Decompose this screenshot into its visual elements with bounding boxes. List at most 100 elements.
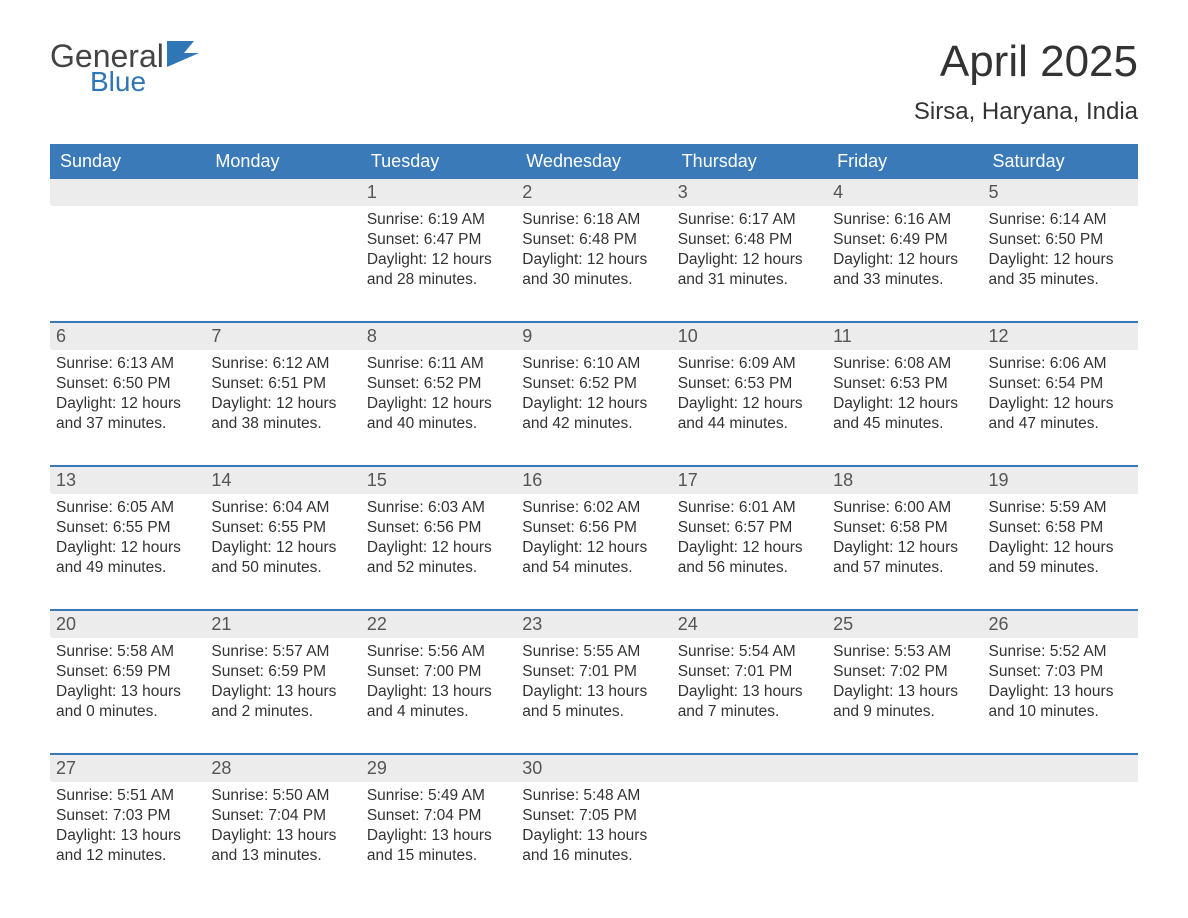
sunrise-text: Sunrise: 5:50 AM bbox=[211, 786, 354, 806]
day-number: 20 bbox=[50, 611, 205, 638]
day-number: 23 bbox=[516, 611, 671, 638]
sunrise-text: Sunrise: 6:01 AM bbox=[678, 498, 821, 518]
day-number: 28 bbox=[205, 755, 360, 782]
sunset-text: Sunset: 7:05 PM bbox=[522, 806, 665, 826]
day-number: 27 bbox=[50, 755, 205, 782]
daylight-text: Daylight: 13 hours and 12 minutes. bbox=[56, 826, 199, 866]
day-number bbox=[827, 755, 982, 782]
daylight-text: Daylight: 13 hours and 0 minutes. bbox=[56, 682, 199, 722]
calendar-page: General Blue April 2025 Sirsa, Haryana, … bbox=[0, 0, 1188, 903]
sunrise-text: Sunrise: 6:05 AM bbox=[56, 498, 199, 518]
sunset-text: Sunset: 7:02 PM bbox=[833, 662, 976, 682]
sunrise-text: Sunrise: 6:11 AM bbox=[367, 354, 510, 374]
day-number: 10 bbox=[672, 323, 827, 350]
day-details: Sunrise: 6:06 AMSunset: 6:54 PMDaylight:… bbox=[983, 350, 1138, 439]
calendar-day-empty bbox=[983, 755, 1138, 873]
calendar-week: 6Sunrise: 6:13 AMSunset: 6:50 PMDaylight… bbox=[50, 321, 1138, 441]
day-number: 25 bbox=[827, 611, 982, 638]
calendar-day-empty bbox=[672, 755, 827, 873]
day-number: 19 bbox=[983, 467, 1138, 494]
calendar-day: 2Sunrise: 6:18 AMSunset: 6:48 PMDaylight… bbox=[516, 179, 671, 297]
day-details: Sunrise: 6:17 AMSunset: 6:48 PMDaylight:… bbox=[672, 206, 827, 295]
calendar-day: 13Sunrise: 6:05 AMSunset: 6:55 PMDayligh… bbox=[50, 467, 205, 585]
sunset-text: Sunset: 6:50 PM bbox=[56, 374, 199, 394]
sunrise-text: Sunrise: 6:09 AM bbox=[678, 354, 821, 374]
daylight-text: Daylight: 13 hours and 15 minutes. bbox=[367, 826, 510, 866]
sunrise-text: Sunrise: 6:06 AM bbox=[989, 354, 1132, 374]
sunrise-text: Sunrise: 6:04 AM bbox=[211, 498, 354, 518]
day-number: 18 bbox=[827, 467, 982, 494]
sunset-text: Sunset: 6:54 PM bbox=[989, 374, 1132, 394]
day-number: 2 bbox=[516, 179, 671, 206]
weekday-header: Friday bbox=[827, 144, 982, 179]
daylight-text: Daylight: 12 hours and 42 minutes. bbox=[522, 394, 665, 434]
weekday-header: Sunday bbox=[50, 144, 205, 179]
daylight-text: Daylight: 12 hours and 52 minutes. bbox=[367, 538, 510, 578]
day-number bbox=[983, 755, 1138, 782]
daylight-text: Daylight: 12 hours and 59 minutes. bbox=[989, 538, 1132, 578]
daylight-text: Daylight: 12 hours and 57 minutes. bbox=[833, 538, 976, 578]
day-details: Sunrise: 6:03 AMSunset: 6:56 PMDaylight:… bbox=[361, 494, 516, 583]
location-subtitle: Sirsa, Haryana, India bbox=[914, 98, 1138, 126]
sunset-text: Sunset: 6:48 PM bbox=[522, 230, 665, 250]
daylight-text: Daylight: 12 hours and 49 minutes. bbox=[56, 538, 199, 578]
day-details: Sunrise: 5:59 AMSunset: 6:58 PMDaylight:… bbox=[983, 494, 1138, 583]
logo-text: General Blue bbox=[50, 40, 164, 96]
day-number: 29 bbox=[361, 755, 516, 782]
sunrise-text: Sunrise: 6:16 AM bbox=[833, 210, 976, 230]
sunrise-text: Sunrise: 6:00 AM bbox=[833, 498, 976, 518]
daylight-text: Daylight: 13 hours and 2 minutes. bbox=[211, 682, 354, 722]
daylight-text: Daylight: 12 hours and 35 minutes. bbox=[989, 250, 1132, 290]
sunset-text: Sunset: 6:58 PM bbox=[989, 518, 1132, 538]
sunrise-text: Sunrise: 6:17 AM bbox=[678, 210, 821, 230]
daylight-text: Daylight: 12 hours and 40 minutes. bbox=[367, 394, 510, 434]
day-number: 1 bbox=[361, 179, 516, 206]
calendar-day: 8Sunrise: 6:11 AMSunset: 6:52 PMDaylight… bbox=[361, 323, 516, 441]
day-details: Sunrise: 5:51 AMSunset: 7:03 PMDaylight:… bbox=[50, 782, 205, 871]
day-details: Sunrise: 6:13 AMSunset: 6:50 PMDaylight:… bbox=[50, 350, 205, 439]
daylight-text: Daylight: 12 hours and 54 minutes. bbox=[522, 538, 665, 578]
calendar-day: 24Sunrise: 5:54 AMSunset: 7:01 PMDayligh… bbox=[672, 611, 827, 729]
daylight-text: Daylight: 13 hours and 13 minutes. bbox=[211, 826, 354, 866]
day-number: 3 bbox=[672, 179, 827, 206]
day-details: Sunrise: 5:54 AMSunset: 7:01 PMDaylight:… bbox=[672, 638, 827, 727]
calendar-day: 29Sunrise: 5:49 AMSunset: 7:04 PMDayligh… bbox=[361, 755, 516, 873]
sunrise-text: Sunrise: 5:55 AM bbox=[522, 642, 665, 662]
daylight-text: Daylight: 13 hours and 16 minutes. bbox=[522, 826, 665, 866]
title-block: April 2025 Sirsa, Haryana, India bbox=[914, 40, 1138, 126]
sunset-text: Sunset: 6:52 PM bbox=[367, 374, 510, 394]
calendar-day: 20Sunrise: 5:58 AMSunset: 6:59 PMDayligh… bbox=[50, 611, 205, 729]
sunrise-text: Sunrise: 5:59 AM bbox=[989, 498, 1132, 518]
day-details: Sunrise: 5:52 AMSunset: 7:03 PMDaylight:… bbox=[983, 638, 1138, 727]
calendar-day: 23Sunrise: 5:55 AMSunset: 7:01 PMDayligh… bbox=[516, 611, 671, 729]
daylight-text: Daylight: 12 hours and 50 minutes. bbox=[211, 538, 354, 578]
sunrise-text: Sunrise: 5:54 AM bbox=[678, 642, 821, 662]
calendar-week: 13Sunrise: 6:05 AMSunset: 6:55 PMDayligh… bbox=[50, 465, 1138, 585]
day-number: 6 bbox=[50, 323, 205, 350]
sunset-text: Sunset: 6:49 PM bbox=[833, 230, 976, 250]
sunset-text: Sunset: 6:57 PM bbox=[678, 518, 821, 538]
sunrise-text: Sunrise: 6:10 AM bbox=[522, 354, 665, 374]
day-number: 7 bbox=[205, 323, 360, 350]
sunset-text: Sunset: 6:51 PM bbox=[211, 374, 354, 394]
sunset-text: Sunset: 7:01 PM bbox=[678, 662, 821, 682]
header: General Blue April 2025 Sirsa, Haryana, … bbox=[50, 40, 1138, 126]
calendar-day: 14Sunrise: 6:04 AMSunset: 6:55 PMDayligh… bbox=[205, 467, 360, 585]
calendar-day: 26Sunrise: 5:52 AMSunset: 7:03 PMDayligh… bbox=[983, 611, 1138, 729]
calendar-day: 18Sunrise: 6:00 AMSunset: 6:58 PMDayligh… bbox=[827, 467, 982, 585]
sunrise-text: Sunrise: 5:48 AM bbox=[522, 786, 665, 806]
calendar-day: 6Sunrise: 6:13 AMSunset: 6:50 PMDaylight… bbox=[50, 323, 205, 441]
day-number: 21 bbox=[205, 611, 360, 638]
weeks-container: 1Sunrise: 6:19 AMSunset: 6:47 PMDaylight… bbox=[50, 179, 1138, 873]
day-number: 12 bbox=[983, 323, 1138, 350]
day-details: Sunrise: 5:57 AMSunset: 6:59 PMDaylight:… bbox=[205, 638, 360, 727]
calendar-day: 7Sunrise: 6:12 AMSunset: 6:51 PMDaylight… bbox=[205, 323, 360, 441]
day-details: Sunrise: 6:12 AMSunset: 6:51 PMDaylight:… bbox=[205, 350, 360, 439]
day-details: Sunrise: 5:50 AMSunset: 7:04 PMDaylight:… bbox=[205, 782, 360, 871]
sunrise-text: Sunrise: 5:49 AM bbox=[367, 786, 510, 806]
calendar-day: 5Sunrise: 6:14 AMSunset: 6:50 PMDaylight… bbox=[983, 179, 1138, 297]
sunset-text: Sunset: 6:47 PM bbox=[367, 230, 510, 250]
calendar-day-empty bbox=[827, 755, 982, 873]
day-details: Sunrise: 5:49 AMSunset: 7:04 PMDaylight:… bbox=[361, 782, 516, 871]
sunset-text: Sunset: 7:01 PM bbox=[522, 662, 665, 682]
